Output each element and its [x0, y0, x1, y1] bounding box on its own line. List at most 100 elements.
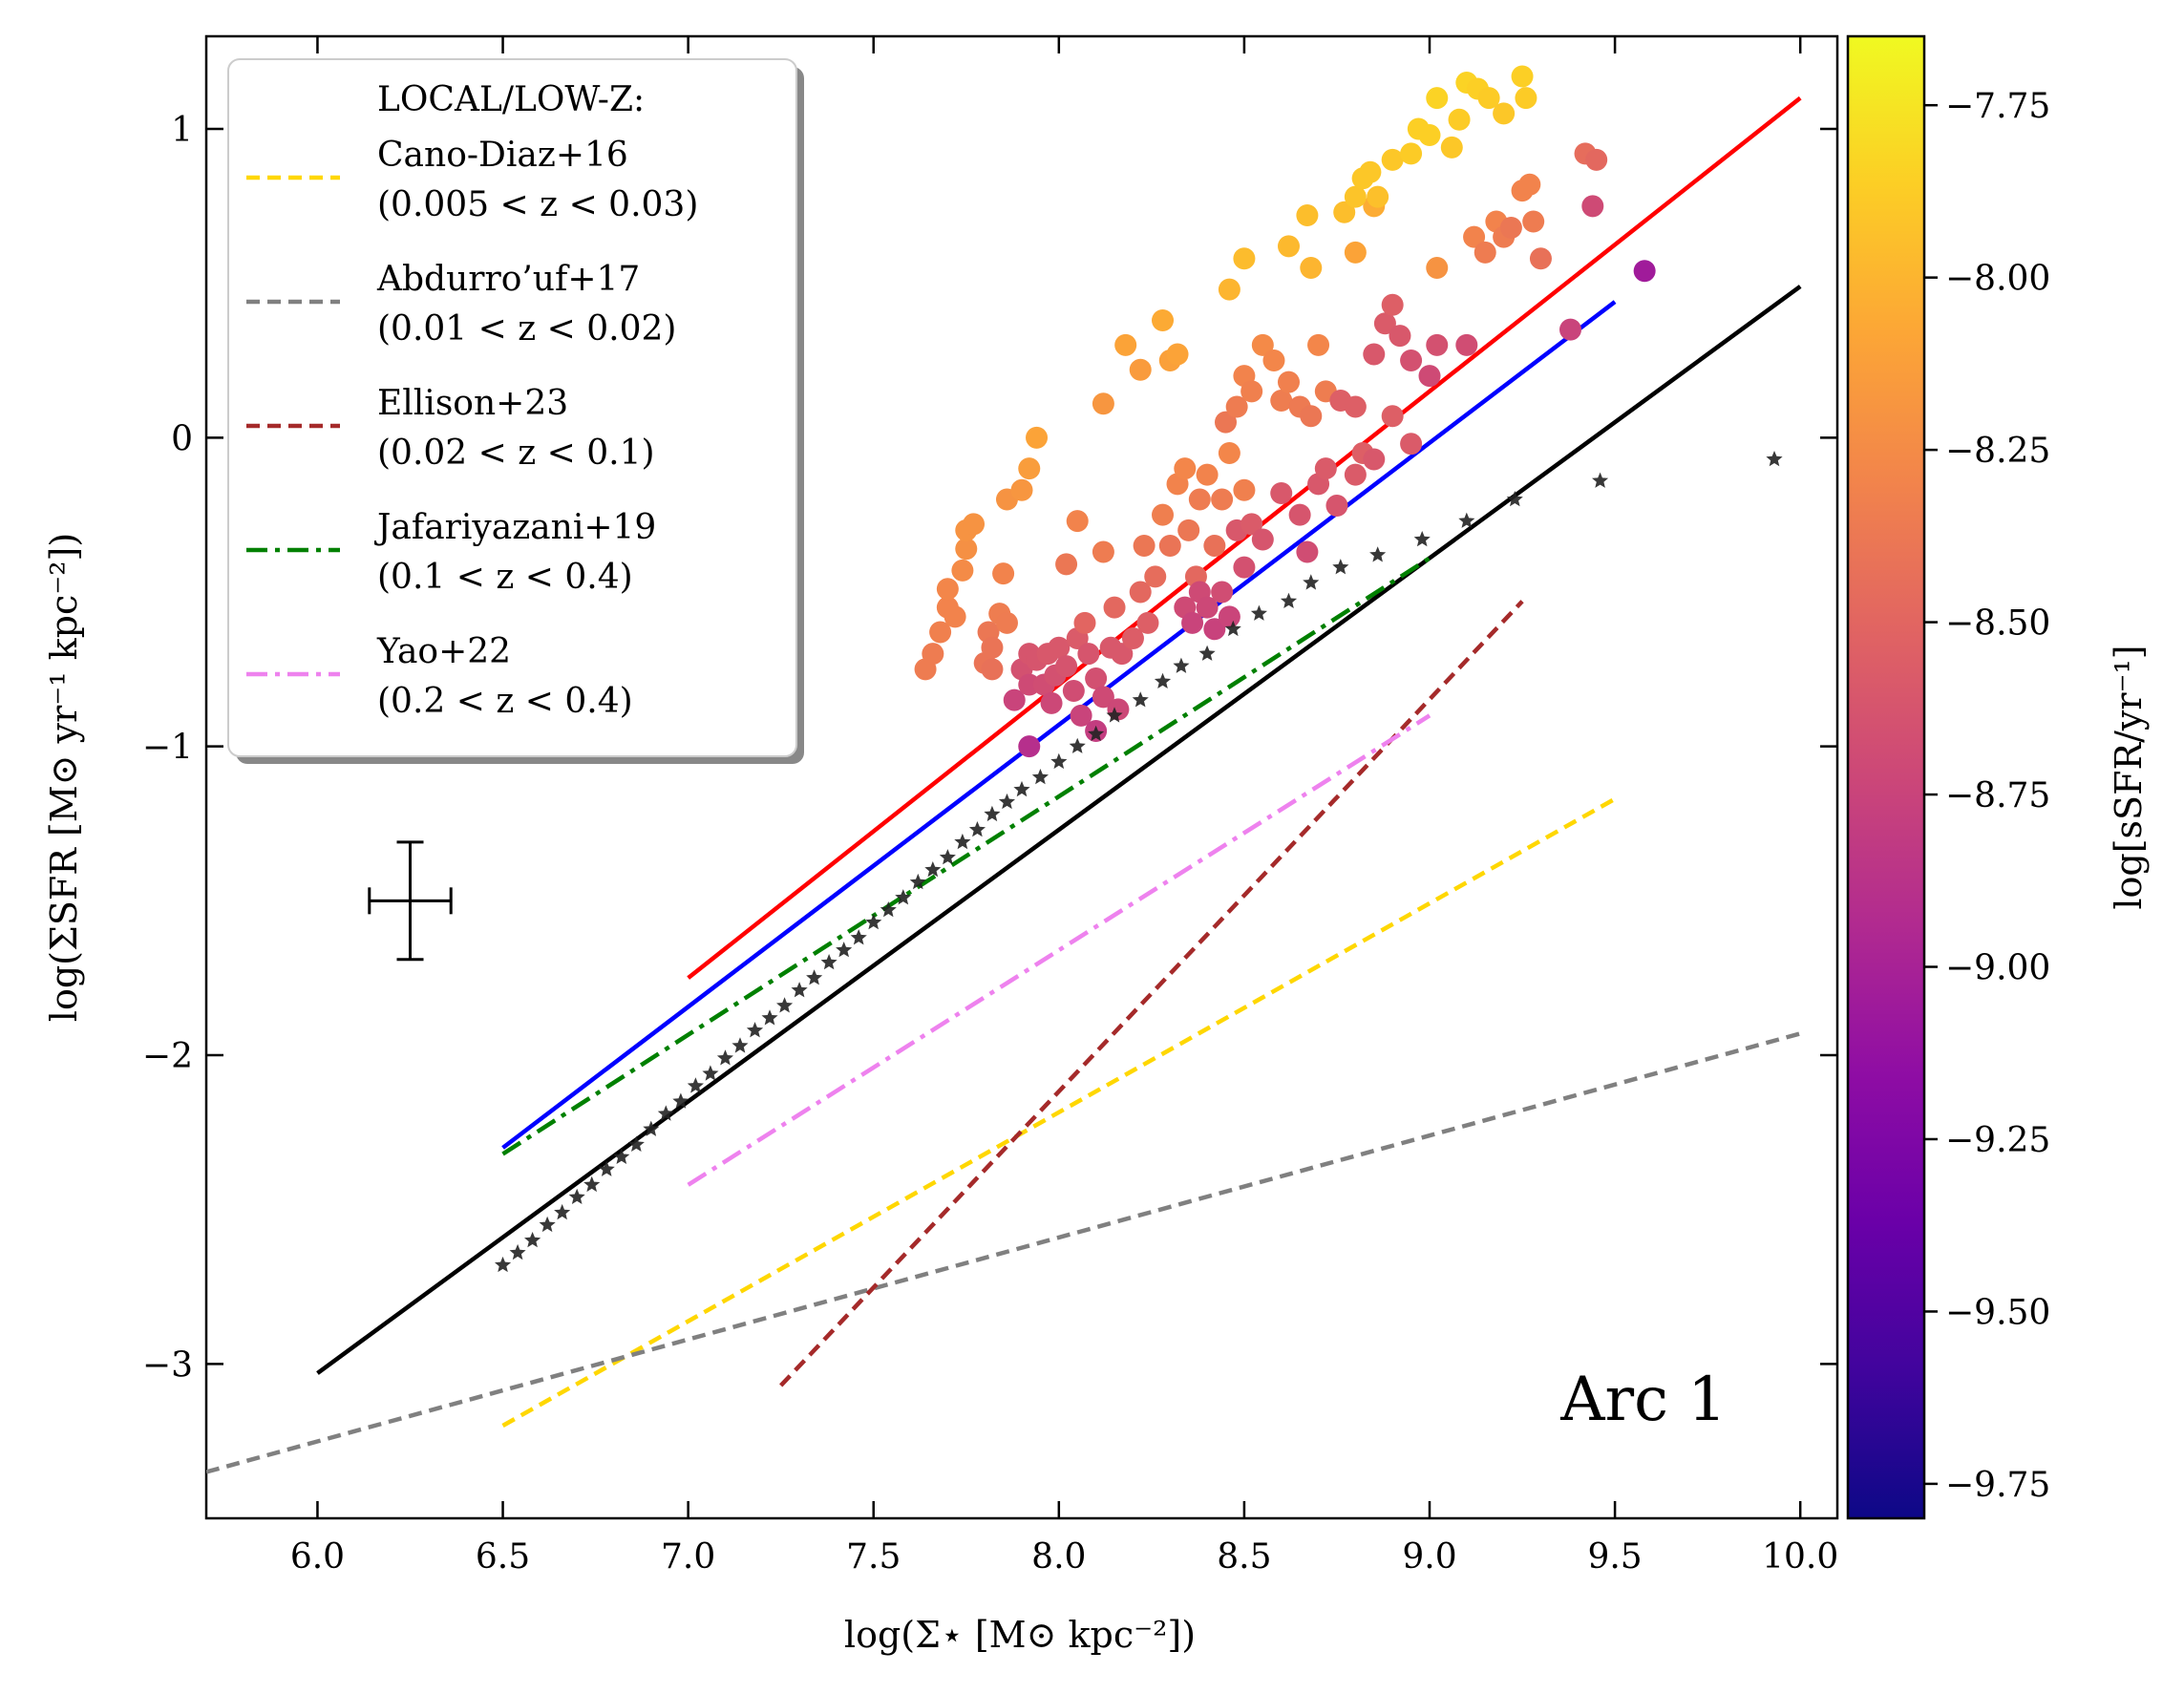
y-tick-label: 0 — [171, 419, 193, 458]
scatter-point — [1307, 333, 1330, 356]
y-tick-label: 1 — [171, 111, 193, 150]
scatter-point — [1585, 148, 1608, 171]
star-marker — [1224, 620, 1241, 637]
star-marker — [1154, 672, 1172, 688]
scatter-point — [1314, 457, 1337, 480]
star-marker — [1592, 472, 1609, 488]
legend-entries: Cano-Diaz+16 (0.005 < z < 0.03) Abdurro’uf… — [246, 136, 698, 721]
colorbar-tick-label: −8.75 — [1945, 776, 2050, 815]
scatter-point — [1073, 611, 1096, 634]
star-marker — [1506, 491, 1523, 507]
scatter-point — [1270, 390, 1293, 413]
scatter-point — [1092, 540, 1114, 563]
x-tick-label: 7.5 — [846, 1537, 901, 1577]
scatter-point — [1559, 318, 1582, 341]
star-marker — [776, 997, 794, 1013]
scatter-point — [1233, 556, 1256, 579]
line-cano-diaz-16 — [501, 796, 1617, 1428]
legend-range: (0.1 < z < 0.4) — [377, 558, 633, 597]
scatter-point — [1121, 627, 1144, 649]
scatter-point — [1515, 87, 1537, 110]
star-marker — [732, 1037, 749, 1053]
star-marker — [746, 1022, 764, 1038]
star-marker — [1303, 574, 1320, 590]
colorbar: −7.75 −8.00 −8.25 −8.50 −8.75 −9.00 −9.25 −9.50… — [1846, 34, 2150, 1520]
legend-box — [227, 58, 797, 757]
scatter-point — [1174, 457, 1197, 480]
scatter-point — [1581, 195, 1604, 218]
scatter-point — [1129, 358, 1152, 381]
star-marker — [643, 1120, 660, 1136]
scatter-point — [1440, 136, 1463, 159]
scatter-point — [1103, 596, 1126, 619]
scatter-point — [936, 578, 959, 601]
x-axis-label: log(Σ⋆ [M⊙ kpc⁻²]) — [844, 1614, 1196, 1656]
star-marker — [1106, 707, 1123, 723]
scatter-point — [1262, 349, 1285, 371]
scatter-point — [1233, 478, 1256, 501]
y-tick-label: −3 — [142, 1345, 193, 1385]
scatter-point — [1633, 260, 1656, 283]
star-marker — [1332, 559, 1349, 575]
legend-title: LOCAL/LOW-Z: — [377, 80, 645, 119]
scatter-point — [1455, 333, 1478, 356]
star-marker — [509, 1243, 526, 1260]
error-bar — [368, 840, 453, 962]
scatter-point — [1400, 349, 1423, 371]
scatter-point — [1288, 503, 1311, 526]
scatter-point — [1181, 611, 1204, 634]
scatter-point — [1158, 535, 1181, 557]
scatter-point — [1418, 365, 1441, 388]
scatter-point — [1333, 201, 1356, 223]
scatter-point — [1092, 686, 1114, 709]
star-marker — [702, 1065, 719, 1081]
scatter-point — [1211, 581, 1234, 603]
scatter-point — [1389, 325, 1411, 348]
scatter-point — [929, 621, 952, 644]
scatter-point — [1344, 395, 1367, 418]
scatter-point — [1511, 65, 1534, 88]
legend-range: (0.005 < z < 0.03) — [377, 185, 698, 224]
star-marker — [1173, 657, 1190, 673]
star-marker — [761, 1009, 778, 1026]
scatter-point — [1136, 611, 1159, 634]
x-tick-label: 10.0 — [1762, 1537, 1838, 1577]
scatter-point — [1010, 478, 1033, 501]
scatter-point — [1018, 735, 1041, 758]
star-marker — [613, 1148, 630, 1164]
scatter-point — [1240, 380, 1263, 403]
scatter-point — [1300, 257, 1323, 279]
scatter-point — [1003, 688, 1026, 711]
scatter-point — [1133, 535, 1156, 557]
scatter-point — [1344, 185, 1367, 208]
colorbar-tick-label: −9.25 — [1945, 1121, 2050, 1160]
scatter-point — [1062, 679, 1085, 702]
colorbar-tick-label: −8.50 — [1945, 604, 2050, 644]
scatter-point — [1300, 405, 1323, 428]
scatter-point — [1018, 457, 1041, 480]
colorbar-tick-label: −8.25 — [1945, 432, 2050, 471]
colorbar-tick-label: −9.00 — [1945, 949, 2050, 988]
star-marker — [880, 901, 897, 918]
scatter-point — [1240, 513, 1263, 536]
scatter-point — [1129, 581, 1152, 603]
y-axis-label: log(ΣSFR [M⊙ yr⁻¹ kpc⁻²]) — [43, 533, 85, 1022]
scatter-point — [1367, 185, 1389, 208]
star-marker — [627, 1135, 645, 1152]
scatter-point — [1211, 488, 1234, 511]
legend-label: Cano-Diaz+16 — [377, 136, 628, 175]
x-tick-label: 9.0 — [1402, 1537, 1456, 1577]
star-marker — [524, 1232, 541, 1248]
star-marker — [1413, 531, 1431, 547]
star-marker — [554, 1203, 571, 1220]
scatter-point — [1296, 204, 1319, 227]
scatter-point — [1426, 257, 1449, 279]
scatter-point — [944, 605, 966, 628]
legend-range: (0.02 < z < 0.1) — [377, 434, 655, 473]
scatter-point — [1418, 123, 1441, 146]
scatter-point — [1277, 371, 1300, 393]
scatter-point — [1363, 343, 1386, 366]
line-ellison-23 — [779, 600, 1524, 1387]
scatter-point — [1066, 510, 1089, 533]
scatter-point — [1270, 482, 1293, 505]
